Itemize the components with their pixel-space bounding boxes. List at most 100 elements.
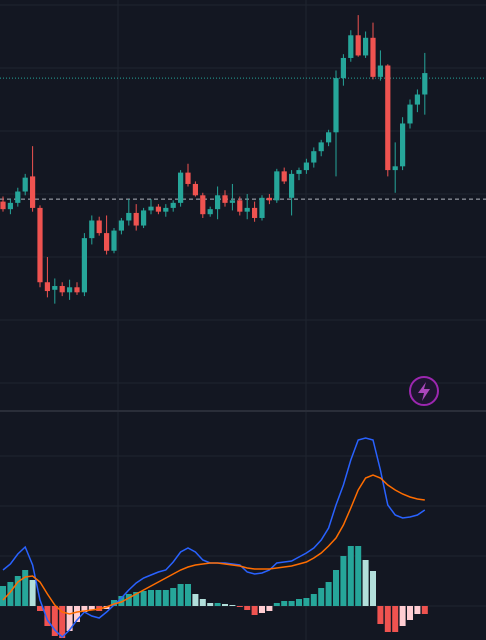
candle-body	[96, 220, 102, 234]
candle-body	[422, 73, 428, 95]
candle-body	[355, 35, 361, 56]
candle-body	[37, 207, 43, 283]
candle-body	[74, 287, 80, 293]
candle-body	[229, 200, 235, 203]
histogram-bar	[170, 588, 177, 606]
candle-body	[326, 132, 332, 143]
histogram-bar	[347, 546, 354, 606]
candle-body	[303, 162, 309, 171]
histogram-bar	[318, 588, 325, 606]
candle-body	[89, 220, 95, 239]
candle-body	[340, 57, 346, 79]
candle-body	[192, 183, 198, 196]
histogram-bar	[125, 594, 132, 606]
histogram-bar	[259, 606, 265, 613]
candle-body	[170, 202, 176, 208]
candle-body	[266, 197, 272, 201]
histogram-bar	[74, 606, 80, 622]
candle-body	[407, 104, 413, 124]
histogram-bar	[14, 576, 21, 606]
histogram-bar	[22, 570, 29, 606]
histogram-bar	[384, 606, 391, 632]
candle-body	[333, 78, 339, 133]
histogram-bar	[140, 591, 147, 606]
candle-body	[133, 212, 139, 226]
histogram-bar	[207, 603, 214, 606]
candle-body	[15, 191, 21, 203]
candle-body	[259, 197, 265, 218]
candle-body	[59, 286, 65, 293]
candle-body	[111, 230, 117, 251]
candle-body	[237, 200, 243, 212]
histogram-bar	[273, 603, 280, 606]
candle-body	[163, 207, 169, 212]
lightning-button[interactable]	[409, 376, 439, 406]
candle-body	[296, 170, 302, 174]
histogram-bar	[185, 584, 191, 606]
histogram-bar	[281, 601, 288, 606]
histogram-bar	[44, 606, 51, 626]
histogram-bar	[414, 606, 421, 614]
candle-body	[252, 207, 258, 218]
candle-body	[44, 282, 50, 292]
histogram-bar	[155, 590, 162, 606]
candle-body	[148, 206, 154, 211]
histogram-bar	[214, 603, 221, 606]
plot-layer	[0, 4, 486, 639]
histogram-bar	[362, 560, 369, 606]
candle-body	[281, 171, 287, 182]
candle-body	[141, 210, 147, 226]
candle-body	[67, 287, 73, 293]
histogram-bar	[133, 592, 140, 606]
candle-body	[289, 173, 295, 198]
histogram-bar	[392, 606, 399, 632]
candle-body	[318, 142, 324, 152]
histogram-bar	[288, 601, 295, 606]
histogram-bar	[310, 594, 317, 606]
candle-body	[377, 65, 383, 77]
candle-body	[207, 209, 213, 215]
histogram-bar	[333, 570, 339, 606]
candle-body	[348, 35, 354, 58]
candle-body	[126, 212, 132, 221]
histogram-bar	[199, 599, 206, 606]
histogram-bar	[51, 606, 58, 636]
histogram-bar	[399, 606, 406, 626]
histogram-bar	[37, 606, 43, 611]
histogram-bar	[177, 584, 184, 606]
candle-body	[118, 220, 124, 231]
candle-body	[222, 195, 228, 203]
candle-body	[370, 37, 376, 77]
histogram-bar	[340, 556, 347, 606]
candle-body	[22, 177, 28, 192]
histogram-bar	[229, 605, 236, 606]
candle-body	[392, 166, 398, 171]
candle-body	[215, 195, 221, 210]
histogram-bar	[111, 600, 117, 606]
candle-body	[155, 206, 161, 212]
histogram-bar	[222, 604, 228, 606]
histogram-bar	[66, 606, 73, 631]
histogram-bar	[244, 606, 251, 610]
histogram-bar	[325, 582, 332, 606]
macd-line	[2, 474, 425, 615]
candle-body	[178, 172, 184, 203]
histogram-bar	[407, 606, 413, 620]
histogram-bar	[29, 580, 36, 606]
candle-body	[363, 37, 369, 56]
lightning-icon[interactable]	[418, 382, 430, 401]
histogram-bar	[88, 606, 95, 610]
histogram-bar	[266, 606, 273, 611]
histogram-bar	[355, 546, 362, 606]
histogram-bar	[162, 590, 169, 606]
histogram-bar	[296, 599, 302, 606]
histogram-bar	[118, 596, 125, 606]
histogram-bar	[0, 586, 6, 606]
histogram-bar	[59, 606, 66, 638]
histogram-bar	[377, 606, 384, 624]
candle-body	[30, 176, 36, 208]
histogram-bar	[192, 594, 199, 606]
candle-body	[414, 94, 420, 105]
candle-body	[244, 207, 250, 212]
